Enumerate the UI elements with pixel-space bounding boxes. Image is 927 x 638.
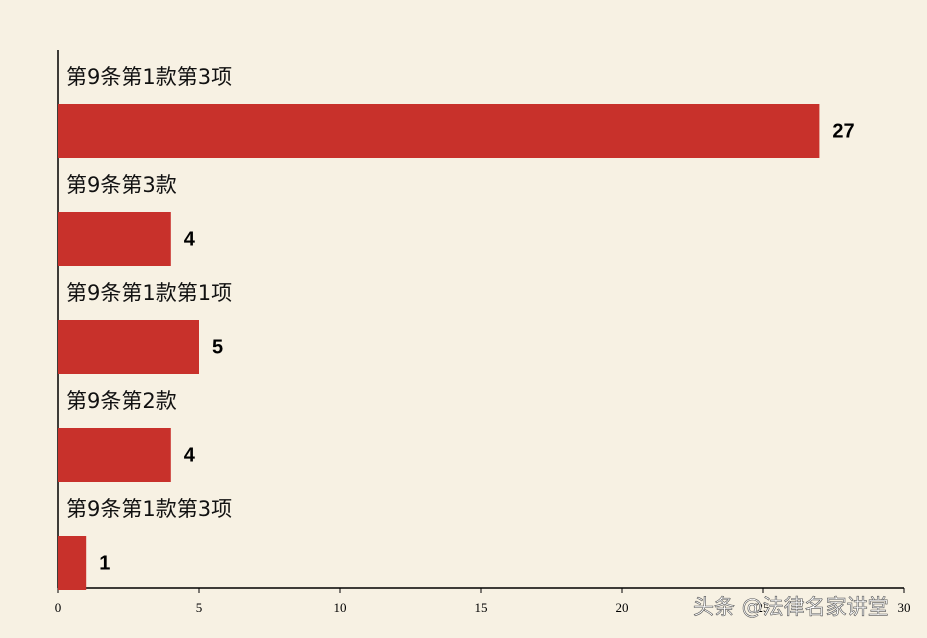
x-tick-label: 10 [334, 600, 347, 615]
x-tick-label: 15 [475, 600, 488, 615]
category-label: 第9条第1款第1项 [66, 281, 232, 305]
value-label: 27 [832, 120, 854, 142]
category-label: 第9条第3款 [66, 173, 177, 197]
bar [58, 212, 171, 266]
category-label: 第9条第2款 [66, 389, 177, 413]
x-tick-label: 30 [898, 600, 911, 615]
bar [58, 104, 820, 158]
bar [58, 536, 87, 590]
x-tick-label: 5 [196, 600, 203, 615]
category-label: 第9条第1款第3项 [66, 65, 232, 89]
value-label: 4 [184, 444, 196, 466]
value-label: 5 [212, 336, 223, 358]
bar [58, 320, 199, 374]
x-tick-label: 20 [616, 600, 629, 615]
watermark: 头条 @法律名家讲堂 [693, 595, 889, 619]
x-tick-label: 0 [55, 600, 62, 615]
value-label: 4 [184, 228, 196, 250]
value-label: 1 [99, 552, 110, 574]
bar [58, 428, 171, 482]
x-tick-label: 25 [757, 600, 770, 615]
category-label: 第9条第1款第3项 [66, 497, 232, 521]
